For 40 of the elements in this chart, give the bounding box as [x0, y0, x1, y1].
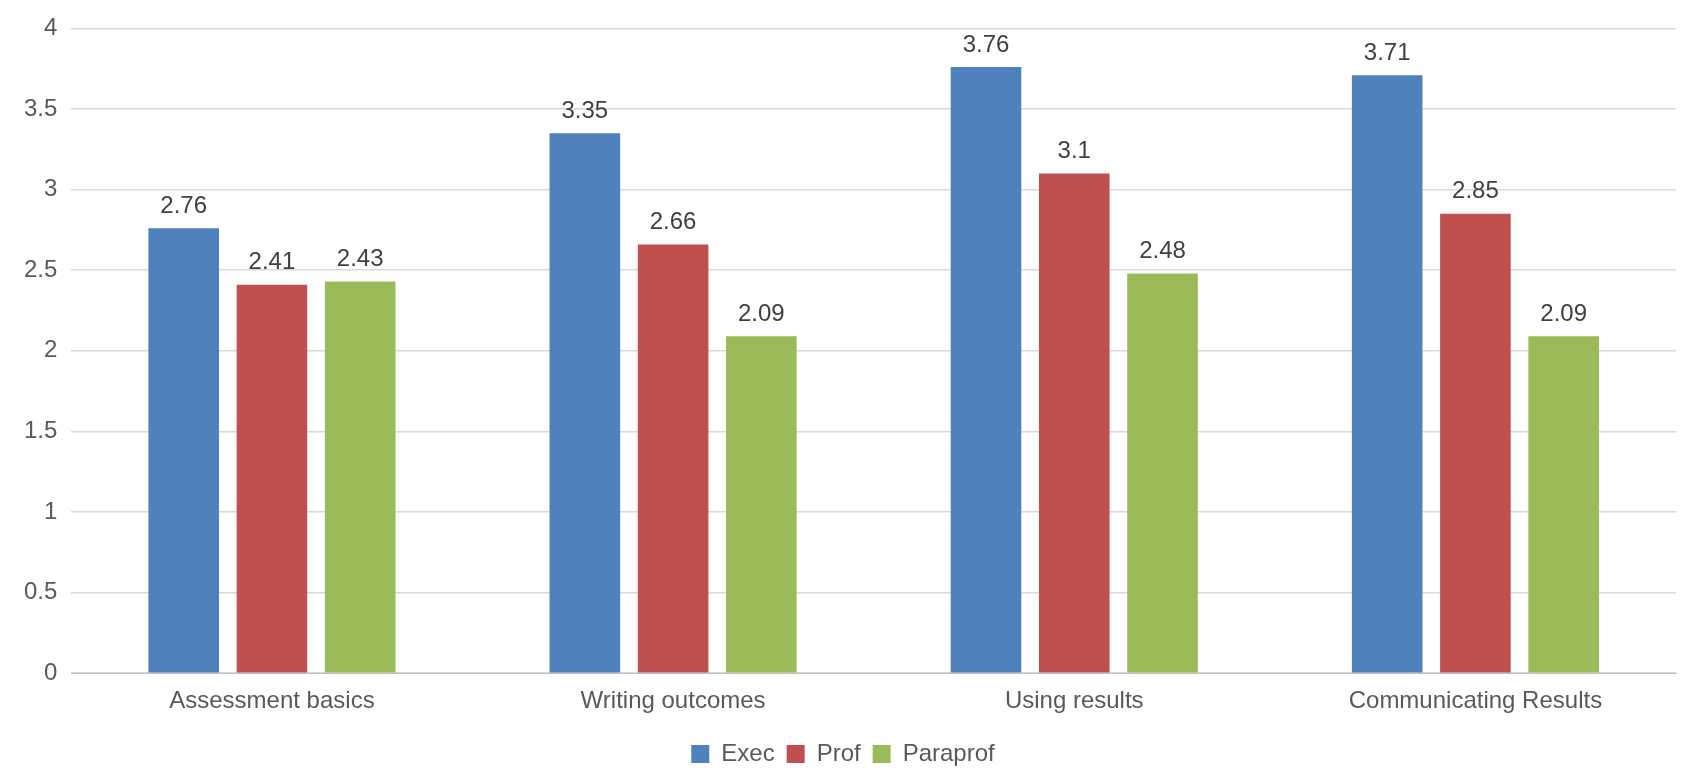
- y-tick-label: 0: [44, 657, 58, 685]
- data-label: 2.85: [1452, 176, 1499, 204]
- legend-label: Exec: [721, 738, 775, 766]
- bar: [726, 336, 797, 673]
- x-tick-label: Communicating Results: [1348, 686, 1603, 714]
- y-tick-label: 3: [44, 174, 58, 202]
- data-label: 2.09: [738, 298, 785, 326]
- y-tick-label: 1.5: [23, 416, 58, 444]
- bar: [1440, 213, 1511, 673]
- y-tick-label: 3.5: [23, 93, 58, 121]
- y-tick-label: 2: [44, 335, 58, 363]
- y-tick-label: 1: [44, 496, 58, 524]
- data-label: 2.48: [1139, 236, 1186, 264]
- bar: [148, 228, 219, 673]
- bar: [1127, 273, 1198, 673]
- y-tick-label: 4: [44, 13, 58, 41]
- legend-label: Paraprof: [902, 738, 996, 766]
- data-label: 3.71: [1363, 37, 1411, 65]
- data-label: 3.76: [962, 29, 1010, 57]
- data-label: 2.09: [1540, 298, 1588, 326]
- y-tick-label: 0.5: [23, 577, 58, 605]
- bar: [950, 67, 1022, 673]
- data-label: 3.35: [561, 95, 609, 123]
- data-label: 2.43: [336, 244, 384, 272]
- bar: [1038, 173, 1110, 673]
- bar: [236, 284, 308, 673]
- bar: [549, 133, 621, 673]
- data-label: 3.1: [1057, 136, 1091, 164]
- bar: [1351, 75, 1423, 673]
- bar: [1528, 336, 1599, 673]
- x-tick-label: Assessment basics: [169, 686, 375, 714]
- legend-label: Prof: [816, 738, 861, 766]
- bar: [637, 244, 709, 673]
- data-label: 2.66: [649, 207, 697, 235]
- x-tick-label: Using results: [1004, 686, 1144, 714]
- data-label: 2.41: [248, 247, 296, 275]
- bar: [324, 281, 396, 673]
- x-tick-label: Writing outcomes: [580, 686, 766, 714]
- y-tick-label: 2.5: [23, 254, 58, 282]
- data-label: 2.76: [160, 190, 208, 218]
